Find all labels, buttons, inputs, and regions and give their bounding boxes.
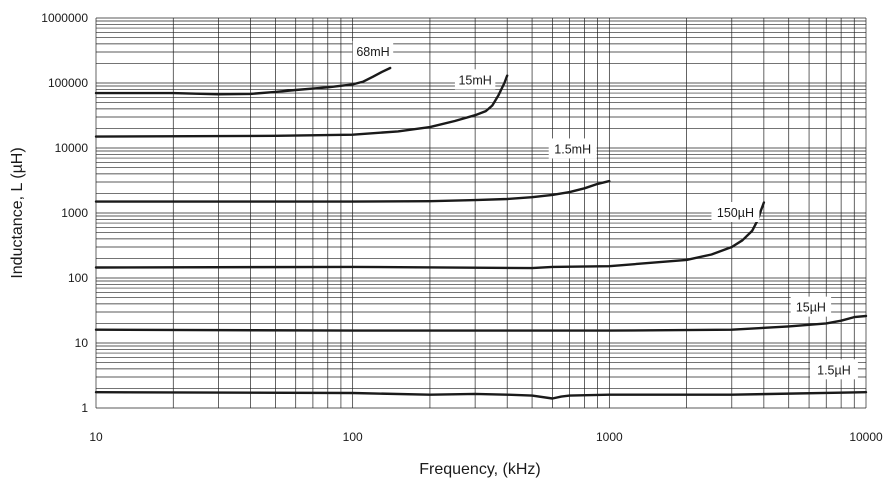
- series-label-background: [548, 138, 597, 159]
- series-line-15mh: [94, 179, 611, 203]
- x-tick-label: 10: [89, 430, 103, 444]
- series-label-background: [711, 202, 760, 222]
- series-label-text: 15mH: [458, 73, 491, 87]
- y-axis-label: Inductance, L (µH): [9, 147, 26, 278]
- series-label-text: 1.5mH: [554, 142, 591, 156]
- y-tick-label: 1000000: [41, 11, 88, 25]
- y-tick-label: 10000: [55, 141, 89, 155]
- series-label-text: 68mH: [356, 45, 389, 59]
- curves: [94, 66, 868, 400]
- x-tick-label: 10000: [849, 430, 883, 444]
- series-label-text: 150µH: [717, 206, 754, 220]
- y-tick-label: 1000: [61, 206, 88, 220]
- series-label: 68mH: [352, 40, 394, 61]
- series-line-15mh: [94, 74, 509, 138]
- series-label-text: 15µH: [796, 301, 826, 315]
- x-tick-label: 100: [343, 430, 363, 444]
- y-tick-label: 100: [68, 271, 88, 285]
- x-axis-label: Frequency, (kHz): [419, 461, 541, 478]
- y-tick-label: 10: [75, 336, 89, 350]
- series-label: 150µH: [711, 202, 760, 222]
- series-label-background: [790, 296, 832, 317]
- series-label: 1.5mH: [548, 138, 597, 159]
- series-label-background: [809, 359, 858, 380]
- series-label: 1.5µH: [809, 359, 858, 380]
- x-tick-label: 1000: [596, 430, 623, 444]
- axis-ticks: 1 10 100 1000 10000 100000 1000000 10 100 1000 100…: [41, 11, 883, 444]
- series-label-text: 1.5µH: [817, 363, 851, 377]
- series-line-15h: [94, 391, 868, 400]
- series-label: 15mH: [454, 69, 496, 90]
- y-tick-label: 100000: [48, 76, 88, 90]
- series-label: 15µH: [790, 296, 832, 317]
- y-tick-label: 1: [81, 401, 88, 415]
- series-label-background: [352, 40, 394, 61]
- series-label-background: [454, 69, 496, 90]
- series-labels: 68mH 15mH 1.5mH 150µH 15µH 1.5µH: [352, 40, 858, 380]
- series-line-68mh: [94, 66, 392, 96]
- series-line-15h: [94, 314, 868, 332]
